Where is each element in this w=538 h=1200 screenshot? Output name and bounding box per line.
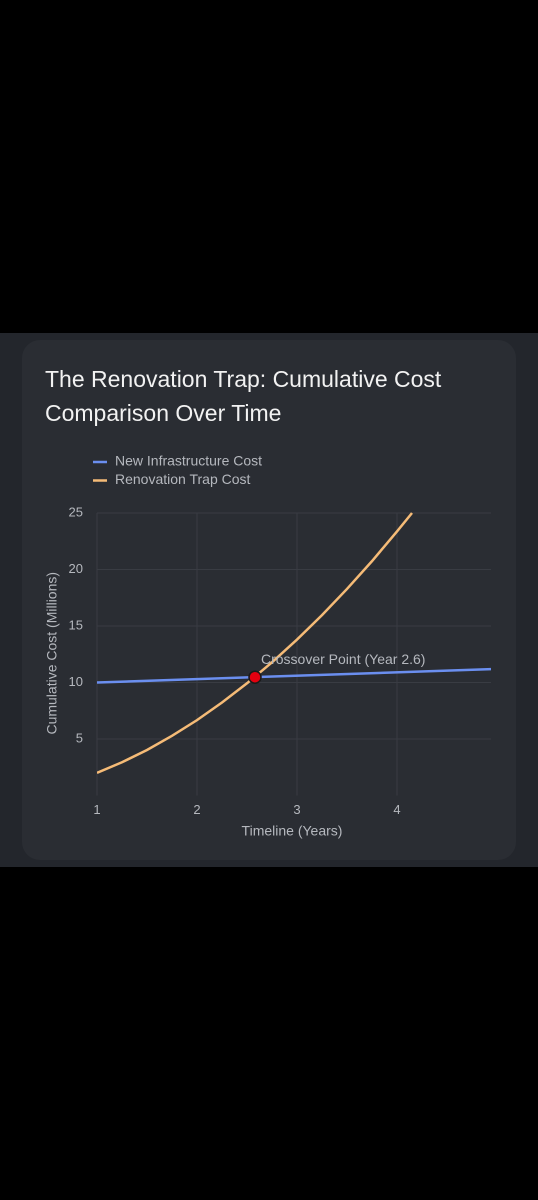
- y-tick-label: 5: [76, 730, 83, 745]
- y-tick-label: 20: [69, 561, 83, 576]
- crossover-marker: [248, 670, 262, 684]
- legend-label: Renovation Trap Cost: [115, 471, 251, 487]
- y-axis-label: Cumulative Cost (Millions): [44, 572, 60, 735]
- x-tick-label: 2: [193, 802, 200, 817]
- series-line: [97, 667, 491, 684]
- series-line: [97, 512, 413, 775]
- y-tick-label: 25: [69, 504, 83, 519]
- x-tick-label: 4: [393, 802, 400, 817]
- card: [22, 340, 516, 860]
- annotation-label: Crossover Point (Year 2.6): [261, 651, 425, 667]
- legend-label: New Infrastructure Cost: [115, 453, 262, 469]
- x-tick-label: 3: [293, 802, 300, 817]
- y-tick-label: 15: [69, 617, 83, 632]
- x-axis-label: Timeline (Years): [242, 823, 343, 839]
- x-tick-label: 1: [93, 802, 100, 817]
- y-tick-label: 10: [69, 674, 83, 689]
- chart-title: The Renovation Trap: Cumulative Cost Com…: [45, 366, 442, 426]
